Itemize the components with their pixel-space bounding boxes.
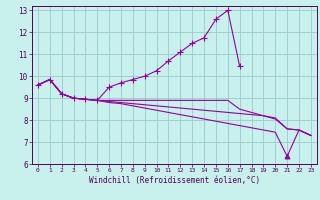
X-axis label: Windchill (Refroidissement éolien,°C): Windchill (Refroidissement éolien,°C): [89, 176, 260, 185]
